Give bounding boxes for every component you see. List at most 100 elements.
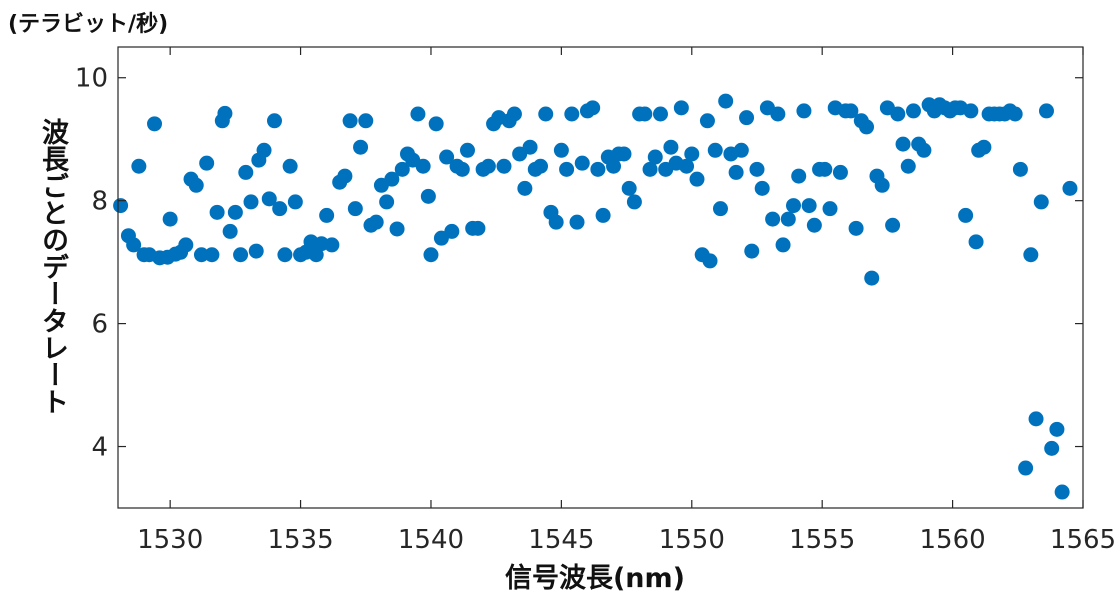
data-point: [410, 106, 426, 122]
data-point: [647, 149, 663, 165]
data-point: [780, 211, 796, 227]
data-point: [900, 158, 916, 174]
data-point: [147, 116, 163, 132]
data-point: [319, 207, 335, 223]
y-tick-label: 6: [91, 310, 108, 340]
data-point: [786, 198, 801, 214]
data-point: [553, 142, 569, 158]
data-point: [439, 149, 455, 165]
data-point: [606, 158, 622, 174]
data-point: [976, 139, 992, 155]
data-point: [222, 223, 238, 239]
data-point: [749, 161, 765, 177]
data-point: [217, 105, 233, 121]
x-axis-label-text: 信号波長(nm): [504, 563, 686, 594]
data-point: [626, 194, 642, 210]
data-point: [470, 220, 486, 236]
x-tick-label: 1535: [267, 525, 333, 555]
x-axis-label: 信号波長(nm): [0, 556, 1114, 595]
data-point: [822, 201, 838, 217]
data-point: [684, 146, 700, 162]
data-point: [379, 194, 395, 210]
data-point: [1028, 411, 1044, 427]
data-point: [1018, 460, 1034, 476]
data-point: [420, 188, 436, 204]
data-point: [968, 234, 984, 250]
data-point: [131, 158, 147, 174]
data-point: [679, 158, 695, 174]
data-point: [1054, 484, 1070, 500]
data-point: [890, 106, 906, 122]
data-point: [739, 110, 755, 126]
data-point: [384, 171, 400, 187]
data-point: [673, 100, 689, 116]
data-point: [775, 237, 791, 253]
data-point: [480, 158, 496, 174]
plot-frame: [117, 46, 1084, 509]
data-point: [1033, 194, 1049, 210]
x-tick-label: 1550: [659, 525, 725, 555]
data-point: [621, 180, 637, 196]
data-point: [113, 198, 129, 214]
data-point: [1012, 161, 1028, 177]
data-point: [199, 155, 215, 171]
data-point: [585, 100, 601, 116]
data-point: [209, 204, 225, 220]
data-point: [444, 223, 460, 239]
data-point: [801, 198, 817, 214]
data-point: [162, 211, 178, 227]
data-point: [1007, 106, 1023, 122]
data-point: [415, 158, 431, 174]
data-point: [905, 103, 921, 119]
data-point: [1062, 180, 1078, 196]
data-point: [423, 247, 439, 263]
data-point: [272, 201, 288, 217]
data-point: [864, 270, 880, 286]
data-point: [595, 207, 611, 223]
data-point: [663, 139, 679, 155]
data-point: [337, 168, 353, 184]
data-point: [266, 113, 282, 129]
data-point: [178, 237, 194, 253]
y-tick-label: 10: [75, 64, 108, 94]
x-tick-label: 1555: [789, 525, 855, 555]
data-point: [261, 191, 277, 207]
y-tick-label: 8: [91, 187, 108, 217]
data-point: [248, 243, 264, 259]
data-point: [522, 139, 538, 155]
data-point: [916, 142, 932, 158]
data-point: [817, 161, 833, 177]
x-tick-label: 1540: [398, 525, 464, 555]
data-point: [832, 164, 848, 180]
x-tick-label: 1545: [528, 525, 594, 555]
data-point: [188, 177, 204, 193]
data-point: [895, 136, 911, 152]
axis-ticks: 1530 1535 1540 1545 1550 1555 1560 1565 4 6 8 10: [75, 47, 1114, 555]
data-point: [1049, 421, 1065, 437]
data-point: [707, 142, 723, 158]
data-point: [454, 161, 470, 177]
data-point: [616, 146, 632, 162]
data-point: [569, 214, 585, 230]
data-point: [243, 194, 259, 210]
data-point: [459, 142, 475, 158]
data-point: [963, 103, 979, 119]
data-point: [204, 247, 220, 263]
data-point: [574, 155, 590, 171]
y-unit-label: (テラビット/秒): [8, 12, 169, 37]
data-point: [538, 106, 554, 122]
data-point: [496, 158, 512, 174]
data-point: [699, 113, 715, 129]
data-point: [256, 142, 272, 158]
data-point: [564, 106, 580, 122]
data-point: [394, 161, 410, 177]
data-point: [859, 119, 875, 135]
data-point: [791, 168, 807, 184]
data-point: [1038, 103, 1054, 119]
data-point: [806, 217, 822, 233]
data-point: [754, 180, 770, 196]
data-point: [958, 207, 974, 223]
data-points: [113, 93, 1078, 500]
data-point: [533, 158, 549, 174]
data-point: [848, 220, 864, 236]
